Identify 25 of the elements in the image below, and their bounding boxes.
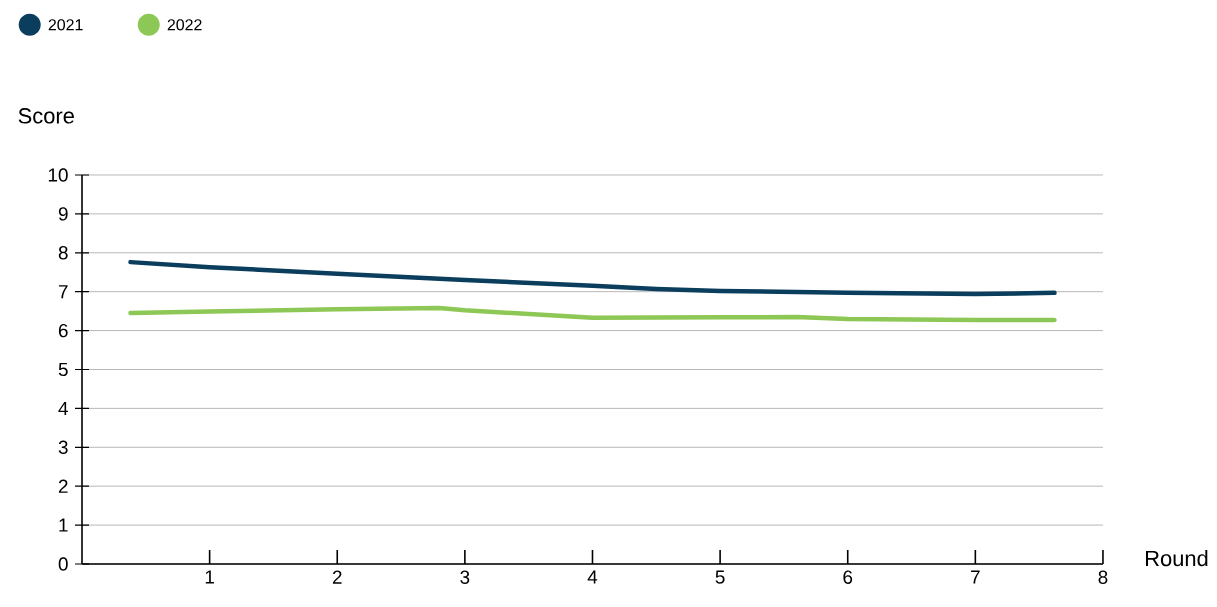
x-axis-title: Round [1145, 550, 1208, 567]
y-tick-label: 8 [58, 246, 68, 260]
x-tick-label: 7 [971, 570, 980, 584]
x-tick-label: 2 [332, 570, 342, 584]
y-tick-label: 4 [58, 401, 68, 415]
x-tick-label: 8 [1098, 570, 1108, 584]
y-tick-label: 7 [58, 285, 68, 299]
y-tick-label: 10 [48, 168, 68, 182]
y-tick-label: 0 [58, 557, 68, 571]
y-tick-label: 2 [58, 479, 68, 493]
y-tick-label: 1 [59, 518, 68, 532]
y-tick-label: 9 [58, 207, 68, 221]
x-tick-label: 1 [205, 570, 214, 584]
y-tick-label: 5 [58, 362, 68, 377]
y-axis-title: Score [18, 108, 74, 124]
x-tick-label: 4 [587, 570, 598, 584]
x-tick-label: 5 [715, 570, 725, 584]
y-tick-label: 6 [58, 323, 68, 338]
x-tick-label: 3 [460, 570, 470, 584]
line-series [128, 305, 1057, 323]
legend-label: 2022 [167, 19, 202, 31]
x-tick-label: 6 [843, 570, 853, 584]
y-tick-label: 3 [58, 440, 68, 454]
line-series [128, 259, 1057, 297]
legend-label: 2021 [48, 19, 83, 31]
